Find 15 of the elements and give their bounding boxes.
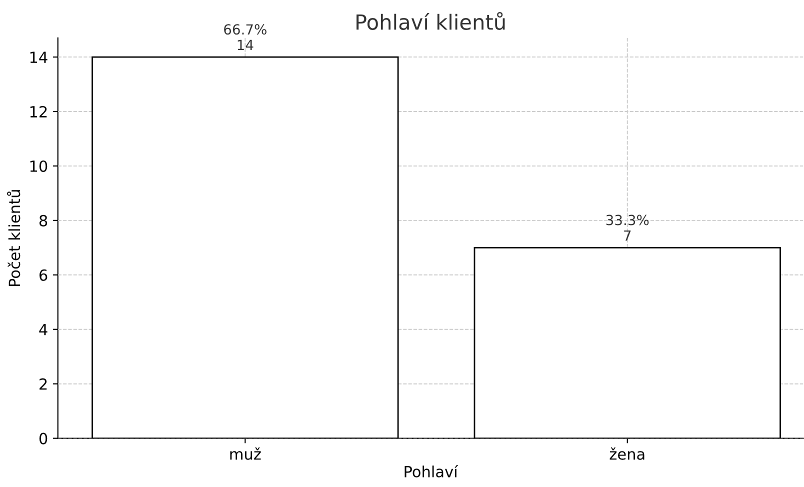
data-label: 33.3% 7: [606, 214, 649, 241]
y-axis-title: Počet klientů: [7, 190, 20, 286]
y-tick-label: 8: [39, 214, 48, 226]
y-tick-label: 10: [30, 160, 48, 172]
x-axis-title: Pohlaví: [404, 464, 458, 478]
chart-title: Pohlaví klientů: [356, 12, 505, 30]
y-tick-label: 6: [40, 269, 48, 281]
x-tick-label: žena: [610, 447, 644, 460]
y-tick-label: 2: [40, 378, 47, 390]
data-label: 66.7% 14: [224, 24, 266, 50]
y-tick-label: 4: [39, 324, 48, 336]
y-tick-label: 12: [30, 106, 47, 118]
y-tick-label: 0: [39, 432, 48, 444]
x-tick-label: muž: [230, 447, 261, 460]
y-tick-label: 14: [30, 52, 48, 63]
